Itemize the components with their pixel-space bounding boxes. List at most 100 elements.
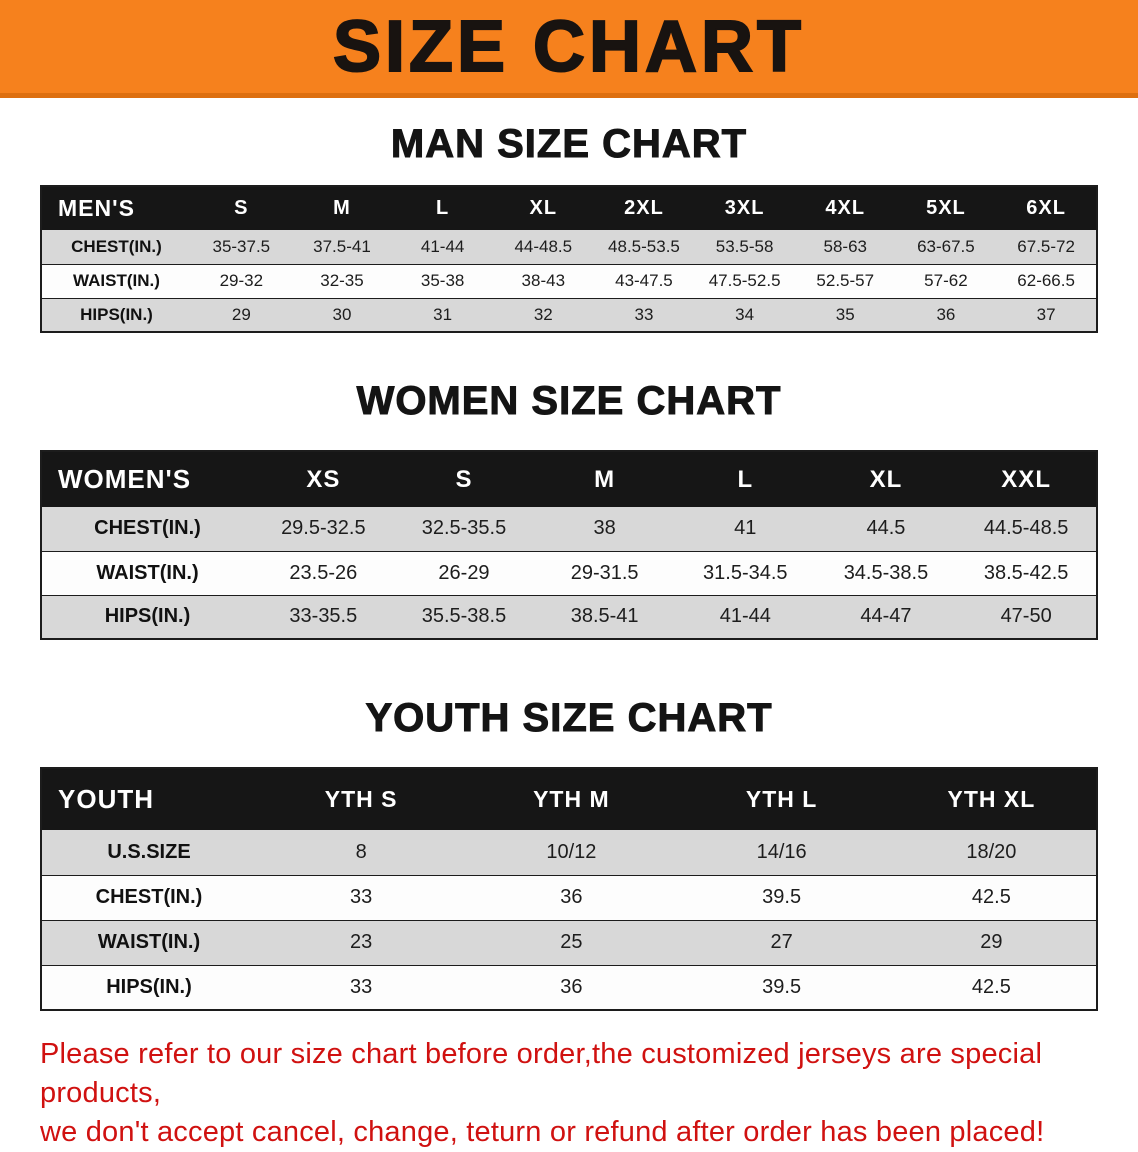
size-value-cell: 35 xyxy=(835,304,855,324)
measurement-row: CHEST(IN.) 35-37.5 37.5-41 41-44 44-48.5 48.5… xyxy=(41,230,1097,264)
size-column-header: 5XL xyxy=(926,197,966,219)
size-value-cell: 67.5-72 xyxy=(1017,236,1075,256)
youth-section-heading: YOUTH SIZE CHART xyxy=(365,696,773,741)
size-value-cell: 32.5-35.5 xyxy=(421,517,507,540)
size-value-cell: 44.5 xyxy=(866,517,906,540)
size-value-cell: 38 xyxy=(593,517,616,540)
size-charts: MAN SIZE CHART MEN'S S M L XL 2XL 3XL 4XL 5XL 6XL… xyxy=(0,98,1138,1011)
row-label: U.S.SIZE xyxy=(107,840,191,863)
row-label: CHEST(IN.) xyxy=(95,886,203,908)
size-column-header: M xyxy=(333,197,351,219)
size-value-cell: 37.5-41 xyxy=(313,236,371,256)
men-size-section: MAN SIZE CHART MEN'S S M L XL 2XL 3XL 4XL 5XL 6XL… xyxy=(0,98,1138,333)
page-title: SIZE CHART xyxy=(332,6,805,88)
size-column-header: M xyxy=(594,465,616,493)
size-column-header: YTH M xyxy=(533,786,610,812)
size-value-cell: 29-32 xyxy=(219,271,264,290)
size-value-cell: 29.5-32.5 xyxy=(281,517,366,540)
size-value-cell: 29-31.5 xyxy=(570,561,639,584)
size-value-cell: 35-38 xyxy=(420,271,465,290)
measurement-row: HIPS(IN.) 29 30 31 32 33 34 35 36 37 xyxy=(41,298,1097,332)
men-section-heading: MAN SIZE CHART xyxy=(390,122,748,167)
size-column-header: S xyxy=(455,465,473,493)
size-value-cell: 47.5-52.5 xyxy=(708,271,781,290)
size-value-cell: 38.5-41 xyxy=(570,605,639,628)
size-value-cell: 34 xyxy=(735,304,755,324)
banner: SIZE CHART xyxy=(0,0,1138,98)
measurement-row: WAIST(IN.) 23 25 27 29 xyxy=(41,920,1097,965)
size-value-cell: 33 xyxy=(350,975,373,998)
size-value-cell: 41-44 xyxy=(719,605,771,628)
size-column-header: L xyxy=(436,197,450,219)
size-column-header: 4XL xyxy=(825,197,866,219)
size-value-cell: 31.5-34.5 xyxy=(703,561,788,584)
size-column-header: L xyxy=(737,465,754,493)
measurement-row: HIPS(IN.) 33-35.5 35.5-38.5 38.5-41 41-44 44-… xyxy=(41,595,1097,639)
size-value-cell: 29 xyxy=(231,304,251,324)
size-value-cell: 33 xyxy=(634,304,654,324)
size-value-cell: 26-29 xyxy=(438,561,490,584)
header-row: WOMEN'S XS S M L XL XXL xyxy=(41,451,1097,507)
measurement-row: CHEST(IN.) 29.5-32.5 32.5-35.5 38 41 44.5 44.5… xyxy=(41,507,1097,551)
size-column-header: XS xyxy=(306,465,341,493)
size-value-cell: 36 xyxy=(560,886,583,908)
size-value-cell: 62-66.5 xyxy=(1017,271,1075,290)
size-value-cell: 25 xyxy=(560,931,583,953)
measurement-row: HIPS(IN.) 33 36 39.5 42.5 xyxy=(41,965,1097,1010)
size-value-cell: 27 xyxy=(770,931,793,953)
size-value-cell: 57-62 xyxy=(924,271,968,290)
size-column-header: YTH L xyxy=(745,786,818,812)
disclaimer: Please refer to our size chart before or… xyxy=(40,1035,1100,1152)
women-size-table: WOMEN'S XS S M L XL XXL CHEST(IN.) 29.5-32.5 32.5… xyxy=(40,450,1098,640)
row-label: HIPS(IN.) xyxy=(80,304,153,324)
size-value-cell: 44-47 xyxy=(860,605,912,628)
size-value-cell: 37 xyxy=(1036,304,1056,324)
size-value-cell: 36 xyxy=(560,975,583,998)
size-column-header: YTH S xyxy=(324,786,398,812)
row-label: CHEST(IN.) xyxy=(71,236,162,256)
youth-size-table: YOUTH YTH S YTH M YTH L YTH XL U.S.SIZE 8 10/12… xyxy=(40,767,1098,1011)
row-label: WAIST(IN.) xyxy=(96,561,199,584)
row-label: WAIST(IN.) xyxy=(97,931,201,953)
size-column-header: S xyxy=(234,197,249,219)
women-size-section: WOMEN SIZE CHART WOMEN'S XS S M L XL XXL CHEST(… xyxy=(0,333,1138,640)
table-title-cell: YOUTH xyxy=(58,784,154,814)
size-value-cell: 38.5-42.5 xyxy=(983,561,1069,584)
size-value-cell: 8 xyxy=(355,840,367,863)
table-title-cell: MEN'S xyxy=(58,195,135,221)
size-value-cell: 41 xyxy=(734,517,757,540)
size-column-header: XL xyxy=(869,465,903,493)
row-label: HIPS(IN.) xyxy=(106,975,192,998)
size-value-cell: 47-50 xyxy=(1000,605,1052,628)
size-value-cell: 36 xyxy=(936,304,956,324)
row-label: WAIST(IN.) xyxy=(73,271,160,290)
size-value-cell: 32 xyxy=(533,304,553,324)
row-label: HIPS(IN.) xyxy=(104,605,191,628)
size-value-cell: 33 xyxy=(350,886,373,908)
size-column-header: 2XL xyxy=(624,197,664,219)
size-value-cell: 43-47.5 xyxy=(615,271,673,290)
size-value-cell: 30 xyxy=(332,304,352,324)
size-value-cell: 44.5-48.5 xyxy=(983,517,1069,540)
measurement-row: U.S.SIZE 8 10/12 14/16 18/20 xyxy=(41,830,1097,875)
size-value-cell: 10/12 xyxy=(546,840,597,863)
size-value-cell: 39.5 xyxy=(762,886,802,908)
size-value-cell: 33-35.5 xyxy=(289,605,358,628)
disclaimer-line-1: Please refer to our size chart before or… xyxy=(40,1038,1043,1109)
size-value-cell: 58-63 xyxy=(823,236,867,256)
size-value-cell: 53.5-58 xyxy=(715,236,774,256)
men-size-table: MEN'S S M L XL 2XL 3XL 4XL 5XL 6XL CHEST(IN.) 35-37… xyxy=(40,185,1098,333)
size-value-cell: 14/16 xyxy=(756,840,807,863)
size-value-cell: 31 xyxy=(433,304,453,324)
table-title-cell: WOMEN'S xyxy=(58,464,192,494)
size-column-header: XXL xyxy=(1001,465,1051,493)
size-value-cell: 52.5-57 xyxy=(816,271,875,290)
size-value-cell: 18/20 xyxy=(966,840,1017,863)
size-value-cell: 41-44 xyxy=(420,236,465,256)
size-value-cell: 42.5 xyxy=(971,975,1011,998)
size-column-header: 3XL xyxy=(724,197,765,219)
size-value-cell: 34.5-38.5 xyxy=(843,561,929,584)
size-value-cell: 35-37.5 xyxy=(212,236,271,256)
size-value-cell: 39.5 xyxy=(762,975,802,998)
